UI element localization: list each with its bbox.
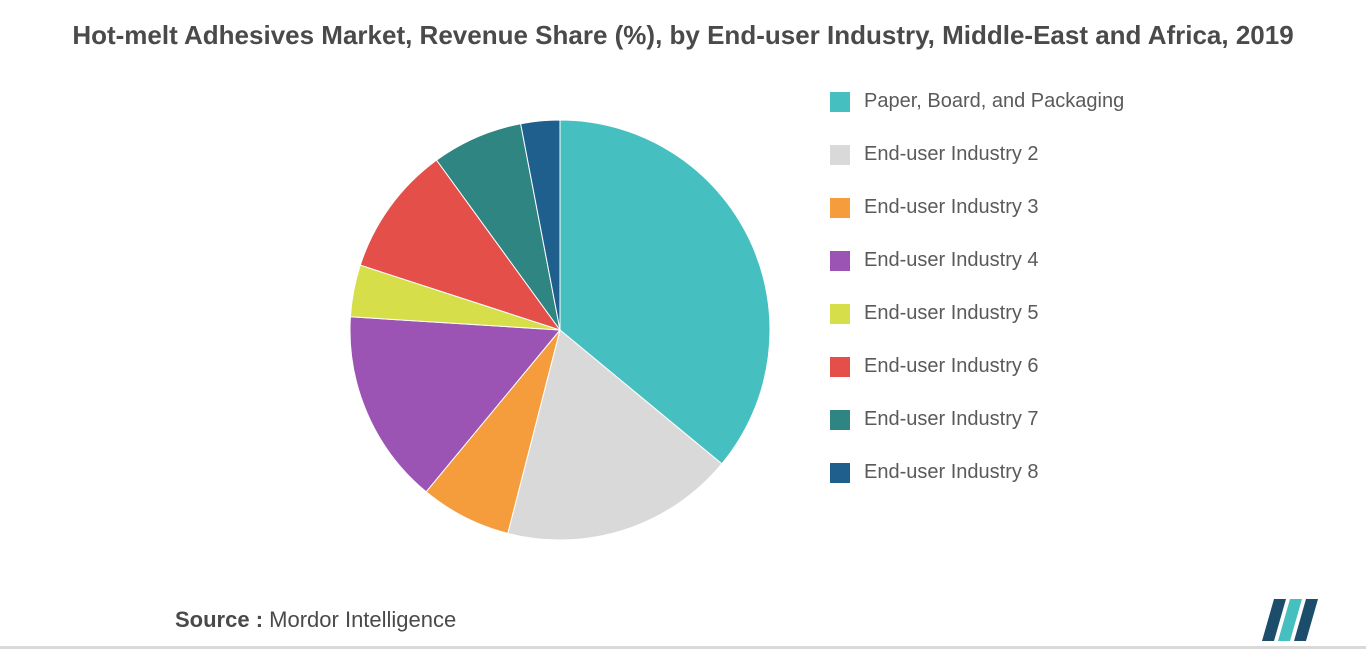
source-value: Mordor Intelligence xyxy=(269,607,456,632)
legend-item: End-user Industry 8 xyxy=(830,461,1330,484)
legend-swatch-icon xyxy=(830,198,850,218)
legend-swatch-icon xyxy=(830,463,850,483)
legend-label: End-user Industry 4 xyxy=(864,249,1039,272)
legend-item: End-user Industry 7 xyxy=(830,408,1330,431)
footer: Source : Mordor Intelligence xyxy=(0,585,1366,655)
legend-swatch-icon xyxy=(830,357,850,377)
legend-label: End-user Industry 2 xyxy=(864,143,1039,166)
legend-item: Paper, Board, and Packaging xyxy=(830,90,1330,113)
legend-swatch-icon xyxy=(830,304,850,324)
legend-item: End-user Industry 3 xyxy=(830,196,1330,219)
chart-area: Paper, Board, and PackagingEnd-user Indu… xyxy=(0,100,1366,570)
pie-chart xyxy=(340,110,780,550)
divider xyxy=(0,646,1366,649)
legend-item: End-user Industry 2 xyxy=(830,143,1330,166)
legend-swatch-icon xyxy=(830,251,850,271)
legend-label: Paper, Board, and Packaging xyxy=(864,90,1124,113)
legend: Paper, Board, and Packaging End-user Indu… xyxy=(830,90,1330,514)
legend-item: End-user Industry 4 xyxy=(830,249,1330,272)
legend-label: End-user Industry 5 xyxy=(864,302,1039,325)
brand-logo-icon xyxy=(1256,593,1326,643)
legend-swatch-icon xyxy=(830,92,850,112)
legend-label: End-user Industry 8 xyxy=(864,461,1039,484)
source-attribution: Source : Mordor Intelligence xyxy=(175,607,456,633)
chart-title: Hot-melt Adhesives Market, Revenue Share… xyxy=(0,0,1366,53)
legend-swatch-icon xyxy=(830,145,850,165)
legend-swatch-icon xyxy=(830,410,850,430)
legend-label: End-user Industry 3 xyxy=(864,196,1039,219)
source-label: Source : xyxy=(175,607,263,632)
legend-label: End-user Industry 6 xyxy=(864,355,1039,378)
legend-item: End-user Industry 6 xyxy=(830,355,1330,378)
legend-label: End-user Industry 7 xyxy=(864,408,1039,431)
legend-item: End-user Industry 5 xyxy=(830,302,1330,325)
pie-svg xyxy=(340,110,780,550)
